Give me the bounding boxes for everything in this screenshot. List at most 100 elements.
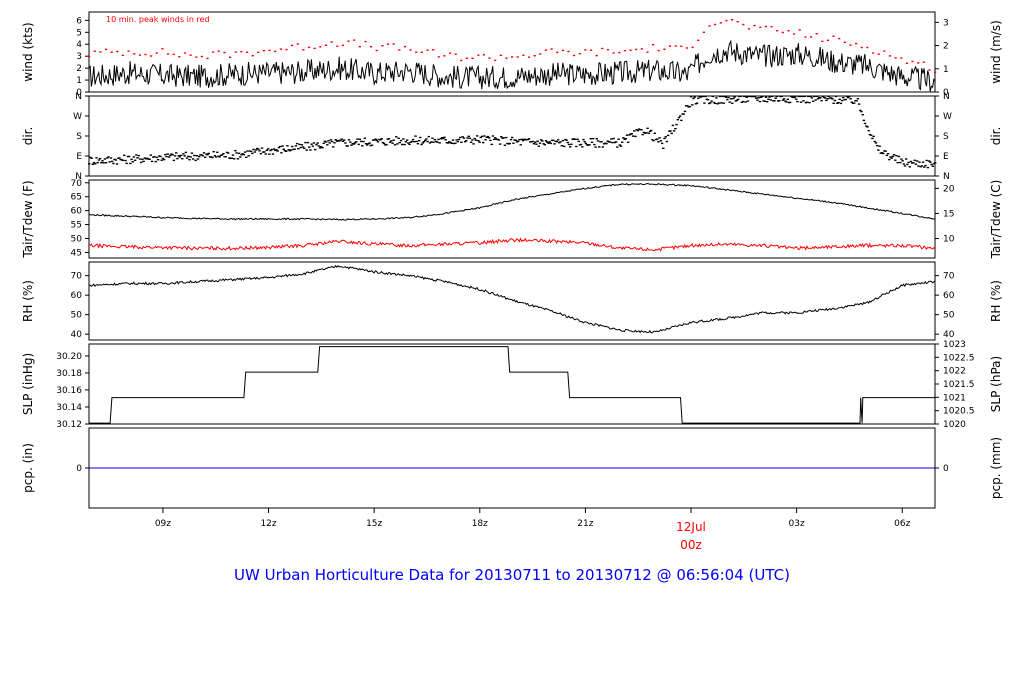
peak-point	[652, 44, 655, 46]
direction-point	[689, 96, 693, 98]
direction-point	[652, 140, 655, 142]
direction-point	[888, 158, 891, 161]
direction-point	[807, 95, 810, 98]
peak-point	[533, 55, 536, 57]
direction-point	[363, 137, 366, 139]
direction-point	[265, 149, 269, 151]
direction-point	[891, 155, 895, 158]
direction-point	[230, 157, 233, 159]
direction-point	[154, 160, 157, 163]
direction-point	[764, 96, 768, 98]
direction-point	[448, 141, 451, 143]
direction-point	[137, 154, 140, 157]
peak-point	[860, 46, 863, 49]
x-date-label: 12Jul	[676, 520, 706, 534]
direction-point	[178, 156, 181, 158]
direction-point	[427, 135, 430, 138]
direction-point	[819, 97, 822, 99]
direction-point	[315, 144, 318, 146]
peak-point	[911, 60, 914, 63]
direction-point	[873, 140, 876, 143]
right-tick-label-slp: 1020	[943, 420, 966, 430]
direction-point	[618, 144, 621, 146]
peak-point	[347, 40, 350, 42]
direction-point	[236, 158, 240, 160]
direction-point	[564, 138, 567, 141]
direction-point	[664, 136, 667, 138]
direction-point	[275, 149, 278, 151]
direction-point	[195, 155, 198, 157]
direction-point	[780, 95, 783, 98]
left-tick-label-dir: S	[76, 132, 82, 142]
right-tick-label-rh: 40	[943, 330, 955, 340]
peak-point	[708, 25, 711, 27]
direction-point	[727, 96, 730, 99]
direction-point	[483, 135, 486, 137]
direction-point	[892, 154, 896, 156]
ylabel-left-dir: dir.	[21, 127, 35, 146]
direction-point	[370, 144, 374, 146]
direction-point	[610, 138, 613, 140]
direction-point	[398, 141, 401, 144]
left-tick-label-pcp: 0	[76, 464, 82, 474]
left-tick-label-slp: 30.18	[56, 369, 82, 379]
direction-point	[388, 141, 392, 143]
direction-point	[132, 156, 136, 158]
direction-point	[744, 101, 747, 103]
direction-point	[594, 146, 597, 148]
direction-point	[636, 130, 640, 132]
direction-point	[301, 146, 305, 148]
direction-point	[471, 139, 474, 141]
direction-point	[306, 141, 310, 144]
left-tick-label-temp: 60	[71, 207, 83, 217]
direction-point	[635, 129, 638, 131]
direction-point	[905, 158, 908, 160]
peak-point	[234, 51, 237, 53]
direction-point	[917, 165, 920, 167]
direction-point	[874, 142, 878, 144]
direction-point	[867, 130, 870, 132]
direction-point	[324, 141, 328, 143]
direction-point	[308, 146, 311, 148]
direction-point	[709, 102, 712, 104]
left-tick-label-rh: 50	[71, 311, 83, 321]
direction-point	[810, 97, 814, 99]
peak-point	[905, 62, 908, 64]
direction-point	[721, 95, 724, 98]
direction-point	[869, 134, 873, 136]
direction-point	[809, 95, 812, 98]
direction-point	[537, 145, 540, 147]
direction-point	[344, 142, 347, 144]
direction-point	[908, 166, 911, 168]
direction-point	[401, 143, 404, 146]
footer-title: UW Urban Horticulture Data for 20130711 …	[234, 566, 790, 584]
right-tick-label-slp: 1023	[943, 340, 966, 350]
direction-point	[89, 156, 92, 159]
direction-point	[761, 95, 764, 98]
direction-point	[376, 141, 380, 143]
ylabel-left-temp: Tair/Tdew (F)	[21, 180, 35, 258]
direction-point	[675, 123, 678, 126]
direction-point	[356, 138, 359, 140]
direction-point	[593, 143, 596, 146]
direction-point	[349, 141, 352, 143]
direction-point	[556, 139, 560, 141]
direction-point	[124, 159, 127, 162]
direction-point	[902, 163, 905, 165]
direction-point	[775, 95, 779, 98]
direction-point	[767, 98, 770, 100]
direction-point	[316, 142, 319, 144]
peak-point	[561, 49, 564, 52]
direction-point	[534, 141, 537, 143]
peak-point	[88, 55, 91, 58]
direction-point	[276, 150, 279, 152]
peak-point	[274, 50, 277, 53]
direction-point	[165, 155, 168, 158]
peak-point	[364, 40, 367, 43]
right-tick-label-pcp: 0	[943, 464, 949, 474]
peak-point	[291, 44, 294, 47]
direction-point	[317, 145, 320, 147]
direction-point	[732, 97, 735, 100]
left-tick-label-temp: 55	[71, 221, 82, 231]
direction-point	[785, 101, 788, 103]
